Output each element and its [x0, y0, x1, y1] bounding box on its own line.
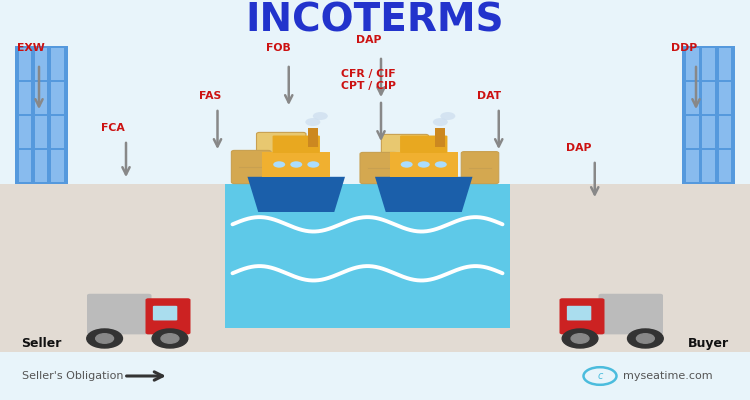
Circle shape: [400, 161, 412, 168]
FancyBboxPatch shape: [51, 116, 64, 148]
Text: DAT: DAT: [477, 91, 501, 101]
FancyBboxPatch shape: [15, 46, 68, 184]
FancyBboxPatch shape: [598, 294, 663, 334]
FancyBboxPatch shape: [703, 116, 715, 148]
Circle shape: [440, 112, 455, 120]
Bar: [0, 184, 750, 352]
Text: c: c: [597, 371, 603, 381]
Circle shape: [433, 118, 448, 126]
FancyBboxPatch shape: [51, 82, 64, 114]
Circle shape: [628, 329, 663, 348]
Bar: [225, 184, 510, 328]
FancyBboxPatch shape: [272, 136, 320, 153]
FancyBboxPatch shape: [146, 298, 190, 334]
Polygon shape: [248, 177, 345, 212]
FancyBboxPatch shape: [686, 82, 699, 114]
Circle shape: [572, 334, 589, 343]
FancyBboxPatch shape: [461, 152, 499, 184]
Text: FCA: FCA: [101, 123, 125, 133]
FancyBboxPatch shape: [51, 150, 64, 182]
FancyBboxPatch shape: [718, 116, 731, 148]
Text: CFR / CIF
CPT / CIP: CFR / CIF CPT / CIP: [341, 69, 396, 91]
FancyBboxPatch shape: [262, 152, 330, 177]
Circle shape: [273, 161, 285, 168]
Circle shape: [562, 329, 598, 348]
FancyBboxPatch shape: [35, 48, 47, 80]
FancyBboxPatch shape: [87, 294, 152, 334]
Circle shape: [96, 334, 113, 343]
Circle shape: [152, 329, 188, 348]
FancyBboxPatch shape: [35, 82, 47, 114]
FancyBboxPatch shape: [400, 136, 448, 153]
FancyBboxPatch shape: [718, 150, 731, 182]
Text: DDP: DDP: [671, 43, 698, 53]
Polygon shape: [375, 177, 472, 212]
FancyBboxPatch shape: [153, 306, 177, 320]
FancyBboxPatch shape: [256, 132, 306, 176]
Circle shape: [87, 329, 122, 348]
Text: FOB: FOB: [266, 43, 291, 53]
FancyBboxPatch shape: [686, 150, 699, 182]
FancyBboxPatch shape: [19, 48, 32, 80]
Circle shape: [637, 334, 654, 343]
Circle shape: [290, 161, 302, 168]
FancyBboxPatch shape: [19, 150, 32, 182]
Text: myseatime.com: myseatime.com: [622, 371, 712, 381]
Circle shape: [305, 118, 320, 126]
FancyBboxPatch shape: [703, 82, 715, 114]
Text: EXW: EXW: [16, 43, 44, 53]
FancyBboxPatch shape: [19, 116, 32, 148]
Circle shape: [161, 334, 179, 343]
FancyBboxPatch shape: [308, 128, 318, 148]
FancyBboxPatch shape: [567, 306, 591, 320]
FancyBboxPatch shape: [360, 152, 398, 184]
FancyBboxPatch shape: [718, 48, 731, 80]
FancyBboxPatch shape: [560, 298, 604, 334]
FancyBboxPatch shape: [703, 48, 715, 80]
FancyBboxPatch shape: [436, 128, 445, 148]
Text: Buyer: Buyer: [688, 337, 729, 350]
Text: Seller: Seller: [21, 337, 62, 350]
FancyBboxPatch shape: [682, 46, 735, 184]
FancyBboxPatch shape: [686, 116, 699, 148]
FancyBboxPatch shape: [35, 150, 47, 182]
FancyBboxPatch shape: [686, 48, 699, 80]
FancyBboxPatch shape: [51, 48, 64, 80]
Circle shape: [308, 161, 320, 168]
FancyBboxPatch shape: [35, 116, 47, 148]
FancyBboxPatch shape: [390, 152, 458, 177]
Circle shape: [435, 161, 447, 168]
Circle shape: [418, 161, 430, 168]
FancyBboxPatch shape: [231, 150, 272, 184]
FancyBboxPatch shape: [382, 134, 429, 176]
Text: DAP: DAP: [566, 143, 592, 153]
Text: INCOTERMS: INCOTERMS: [246, 1, 504, 39]
FancyBboxPatch shape: [703, 150, 715, 182]
Text: FAS: FAS: [199, 91, 221, 101]
Text: DAP: DAP: [356, 35, 382, 45]
FancyBboxPatch shape: [19, 82, 32, 114]
Circle shape: [313, 112, 328, 120]
FancyBboxPatch shape: [718, 82, 731, 114]
Text: Seller's Obligation: Seller's Obligation: [22, 371, 124, 381]
